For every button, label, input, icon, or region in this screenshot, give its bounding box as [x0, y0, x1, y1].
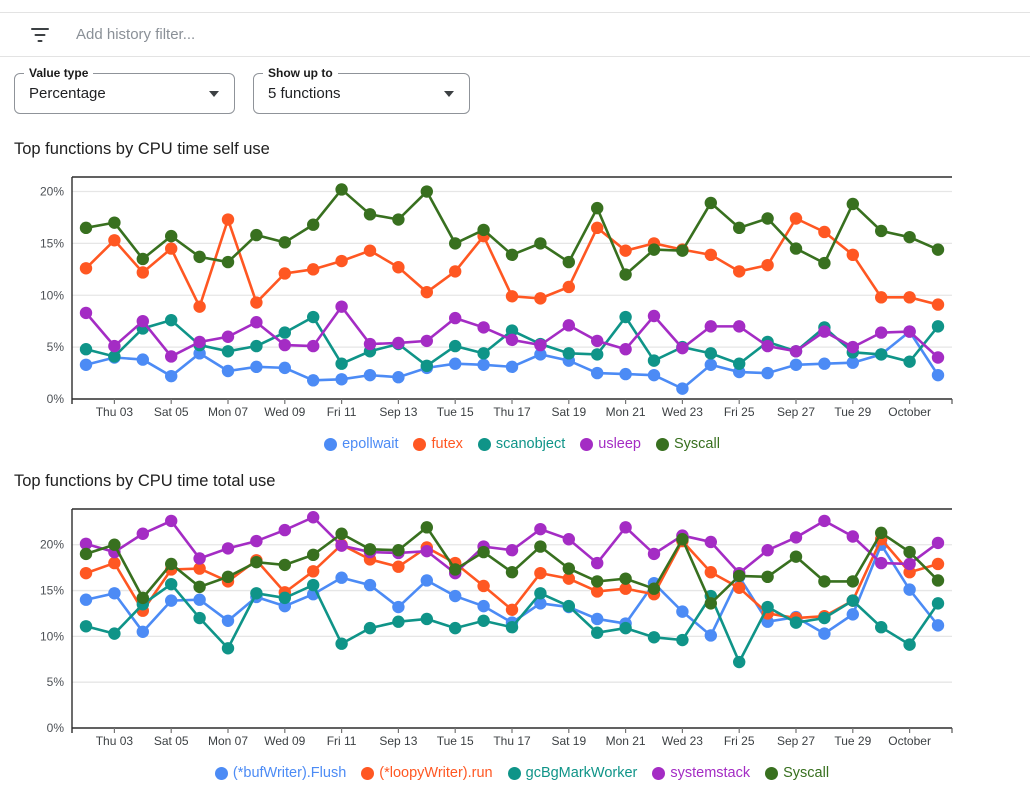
cpu-total-use-chart: 0% 5% 10% 15% 20% Thu 03 Sat 05 Mon 07 Wed 09 Fri…	[40, 508, 953, 748]
svg-text:10%: 10%	[40, 629, 64, 643]
svg-text:Thu 17: Thu 17	[493, 405, 531, 419]
show-up-to-select[interactable]: Show up to 5 functions	[253, 66, 470, 114]
svg-text:Fri 11: Fri 11	[327, 405, 357, 419]
show-up-to-label: Show up to	[263, 66, 338, 80]
svg-text:20%: 20%	[40, 538, 64, 552]
filter-divider	[0, 56, 1030, 57]
cpu-total-use-legend: (*bufWriter).Flush (*loopyWriter).run gcBg…	[14, 765, 1030, 781]
svg-text:Thu 17: Thu 17	[493, 734, 531, 748]
legend-label: usleep	[598, 436, 641, 452]
legend-item[interactable]: (*bufWriter).Flush	[214, 765, 347, 781]
legend-label: futex	[431, 436, 463, 452]
svg-text:5%: 5%	[47, 340, 65, 354]
svg-text:Fri 25: Fri 25	[724, 405, 755, 419]
svg-text:Mon 07: Mon 07	[208, 734, 248, 748]
svg-text:20%: 20%	[40, 185, 64, 199]
legend-dot-icon	[361, 766, 375, 780]
dropdown-arrow-icon	[209, 91, 219, 97]
legend-label: (*loopyWriter).run	[379, 765, 493, 781]
svg-text:Sat 05: Sat 05	[154, 405, 189, 419]
cpu-total-use-section: Top functions by CPU time total use 0% 5%…	[0, 472, 1030, 781]
svg-text:0%: 0%	[47, 721, 65, 735]
legend-item[interactable]: scanobject	[477, 436, 566, 452]
legend-item[interactable]: systemstack	[652, 765, 750, 781]
svg-text:5%: 5%	[47, 675, 65, 689]
chart-controls: Value type Percentage Show up to 5 funct…	[0, 57, 1030, 120]
legend-dot-icon	[580, 437, 594, 451]
svg-text:Tue 29: Tue 29	[834, 405, 871, 419]
legend-dot-icon	[652, 766, 666, 780]
svg-text:Tue 29: Tue 29	[834, 734, 871, 748]
svg-text:Wed 23: Wed 23	[662, 405, 703, 419]
legend-label: epollwait	[342, 436, 399, 452]
svg-text:10%: 10%	[40, 288, 64, 302]
svg-text:Sat 19: Sat 19	[551, 734, 586, 748]
svg-text:Sep 13: Sep 13	[379, 734, 417, 748]
history-filter-input[interactable]	[74, 25, 1030, 44]
svg-text:Tue 15: Tue 15	[437, 734, 474, 748]
svg-text:Wed 09: Wed 09	[264, 405, 305, 419]
svg-text:Thu 03: Thu 03	[96, 734, 134, 748]
chart-title-total-use: Top functions by CPU time total use	[14, 472, 276, 490]
show-up-to-value: 5 functions	[268, 85, 341, 102]
svg-text:Mon 21: Mon 21	[606, 405, 646, 419]
svg-text:Wed 09: Wed 09	[264, 734, 305, 748]
legend-label: Syscall	[783, 765, 830, 781]
legend-dot-icon	[765, 766, 779, 780]
cpu-self-use-section: Top functions by CPU time self use 0% 5% 1…	[0, 140, 1030, 452]
legend-item[interactable]: futex	[413, 436, 463, 452]
svg-text:Thu 03: Thu 03	[96, 405, 134, 419]
legend-item[interactable]: Syscall	[655, 436, 720, 452]
chart-title-self-use: Top functions by CPU time self use	[14, 140, 270, 158]
svg-text:15%: 15%	[40, 584, 64, 598]
value-type-value: Percentage	[29, 85, 106, 102]
legend-label: (*bufWriter).Flush	[232, 765, 347, 781]
svg-text:Sep 27: Sep 27	[777, 734, 815, 748]
legend-dot-icon	[655, 437, 669, 451]
dropdown-arrow-icon	[444, 91, 454, 97]
legend-dot-icon	[324, 437, 338, 451]
legend-dot-icon	[214, 766, 228, 780]
legend-item[interactable]: usleep	[580, 436, 641, 452]
svg-text:October: October	[888, 734, 931, 748]
svg-text:Mon 21: Mon 21	[606, 734, 646, 748]
top-divider	[0, 12, 1030, 13]
svg-text:0%: 0%	[47, 392, 65, 406]
legend-item[interactable]: epollwait	[324, 436, 398, 452]
legend-dot-icon	[477, 437, 491, 451]
legend-label: Syscall	[673, 436, 720, 452]
legend-label: gcBgMarkWorker	[525, 765, 638, 781]
legend-item[interactable]: gcBgMarkWorker	[507, 765, 638, 781]
filter-list-icon	[30, 27, 50, 43]
history-filter-bar	[0, 13, 1030, 56]
svg-text:Fri 11: Fri 11	[327, 734, 357, 748]
svg-text:Sat 05: Sat 05	[154, 734, 189, 748]
svg-text:Mon 07: Mon 07	[208, 405, 248, 419]
legend-label: scanobject	[495, 436, 566, 452]
cpu-self-use-legend: epollwait futex scanobject usleep Syscall	[14, 436, 1030, 452]
legend-item[interactable]: Syscall	[765, 765, 829, 781]
legend-dot-icon	[413, 437, 427, 451]
cpu-self-use-chart: 0% 5% 10% 15% 20% Thu 03 Sat 05 Mon 07 Wed 09 Fri…	[40, 176, 953, 419]
legend-label: systemstack	[670, 765, 751, 781]
svg-text:Tue 15: Tue 15	[437, 405, 474, 419]
svg-text:Wed 23: Wed 23	[662, 734, 703, 748]
svg-text:October: October	[888, 405, 931, 419]
value-type-label: Value type	[24, 66, 94, 80]
value-type-select[interactable]: Value type Percentage	[14, 66, 235, 114]
svg-text:Sat 19: Sat 19	[551, 405, 586, 419]
legend-dot-icon	[507, 766, 521, 780]
svg-text:Sep 27: Sep 27	[777, 405, 815, 419]
svg-text:Sep 13: Sep 13	[379, 405, 417, 419]
legend-item[interactable]: (*loopyWriter).run	[361, 765, 493, 781]
svg-text:15%: 15%	[40, 236, 64, 250]
svg-text:Fri 25: Fri 25	[724, 734, 755, 748]
